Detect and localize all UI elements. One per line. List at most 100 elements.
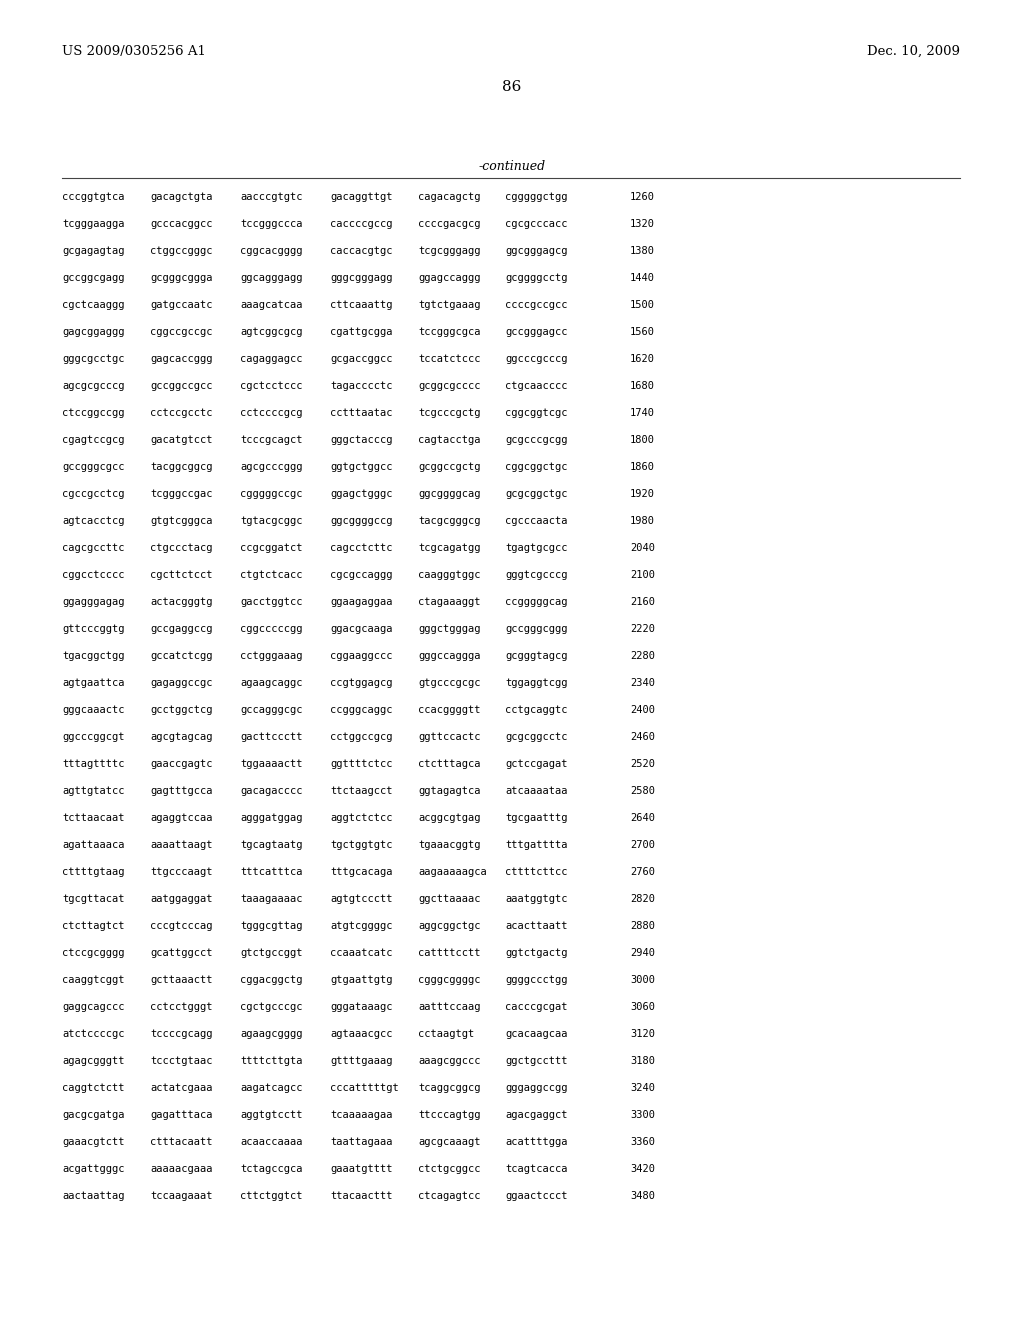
Text: gggcaaactc: gggcaaactc [62, 705, 125, 715]
Text: acaaccaaaa: acaaccaaaa [240, 1137, 302, 1147]
Text: tttgcacaga: tttgcacaga [330, 867, 392, 876]
Text: gacagacccc: gacagacccc [240, 785, 302, 796]
Text: tttgatttta: tttgatttta [505, 840, 567, 850]
Text: ggcggggccg: ggcggggccg [330, 516, 392, 525]
Text: gtgtcgggca: gtgtcgggca [150, 516, 213, 525]
Text: 3120: 3120 [630, 1030, 655, 1039]
Text: 2280: 2280 [630, 651, 655, 661]
Text: ctgcaacccc: ctgcaacccc [505, 381, 567, 391]
Text: aacccgtgtc: aacccgtgtc [240, 191, 302, 202]
Text: 3360: 3360 [630, 1137, 655, 1147]
Text: gacgcgatga: gacgcgatga [62, 1110, 125, 1119]
Text: tgacggctgg: tgacggctgg [62, 651, 125, 661]
Text: acggcgtgag: acggcgtgag [418, 813, 480, 822]
Text: gggctacccg: gggctacccg [330, 436, 392, 445]
Text: gcgggtagcg: gcgggtagcg [505, 651, 567, 661]
Text: ctctgcggcc: ctctgcggcc [418, 1164, 480, 1173]
Text: ggcagggagg: ggcagggagg [240, 273, 302, 282]
Text: cttctggtct: cttctggtct [240, 1191, 302, 1201]
Text: 2040: 2040 [630, 543, 655, 553]
Text: cgggcggggc: cgggcggggc [418, 975, 480, 985]
Text: tcgggaagga: tcgggaagga [62, 219, 125, 228]
Text: gtgaattgtg: gtgaattgtg [330, 975, 392, 985]
Text: 2880: 2880 [630, 921, 655, 931]
Text: caagggtggc: caagggtggc [418, 570, 480, 579]
Text: 3000: 3000 [630, 975, 655, 985]
Text: caccccgccg: caccccgccg [330, 219, 392, 228]
Text: Dec. 10, 2009: Dec. 10, 2009 [867, 45, 961, 58]
Text: gcttaaactt: gcttaaactt [150, 975, 213, 985]
Text: actatcgaaa: actatcgaaa [150, 1082, 213, 1093]
Text: cttcaaattg: cttcaaattg [330, 300, 392, 310]
Text: cctgcaggtc: cctgcaggtc [505, 705, 567, 715]
Text: tgcgaatttg: tgcgaatttg [505, 813, 567, 822]
Text: ggcccgcccg: ggcccgcccg [505, 354, 567, 364]
Text: gggcgggagg: gggcgggagg [330, 273, 392, 282]
Text: cggcctcccc: cggcctcccc [62, 570, 125, 579]
Text: 3240: 3240 [630, 1082, 655, 1093]
Text: 1800: 1800 [630, 436, 655, 445]
Text: ctccggccgg: ctccggccgg [62, 408, 125, 418]
Text: ctcttagtct: ctcttagtct [62, 921, 125, 931]
Text: aggtgtcctt: aggtgtcctt [240, 1110, 302, 1119]
Text: gatgccaatc: gatgccaatc [150, 300, 213, 310]
Text: ggggccctgg: ggggccctgg [505, 975, 567, 985]
Text: 2820: 2820 [630, 894, 655, 904]
Text: tcgggccgac: tcgggccgac [150, 488, 213, 499]
Text: gagaggccgc: gagaggccgc [150, 678, 213, 688]
Text: gccgaggccg: gccgaggccg [150, 624, 213, 634]
Text: cgcgcccacc: cgcgcccacc [505, 219, 567, 228]
Text: agaagcaggc: agaagcaggc [240, 678, 302, 688]
Text: tcgcagatgg: tcgcagatgg [418, 543, 480, 553]
Text: ctgtctcacc: ctgtctcacc [240, 570, 302, 579]
Text: gccggcgagg: gccggcgagg [62, 273, 125, 282]
Text: cgctcctccc: cgctcctccc [240, 381, 302, 391]
Text: agaagcgggg: agaagcgggg [240, 1030, 302, 1039]
Text: gagcggaggg: gagcggaggg [62, 327, 125, 337]
Text: gcggcgcccc: gcggcgcccc [418, 381, 480, 391]
Text: gttttgaaag: gttttgaaag [330, 1056, 392, 1067]
Text: ccccgccgcc: ccccgccgcc [505, 300, 567, 310]
Text: ggctgccttt: ggctgccttt [505, 1056, 567, 1067]
Text: gaggcagccc: gaggcagccc [62, 1002, 125, 1012]
Text: gagtttgcca: gagtttgcca [150, 785, 213, 796]
Text: gacctggtcc: gacctggtcc [240, 597, 302, 607]
Text: gcggccgctg: gcggccgctg [418, 462, 480, 473]
Text: cccatttttgt: cccatttttgt [330, 1082, 398, 1093]
Text: 2940: 2940 [630, 948, 655, 958]
Text: cagacagctg: cagacagctg [418, 191, 480, 202]
Text: tggaaaactt: tggaaaactt [240, 759, 302, 770]
Text: atgtcggggc: atgtcggggc [330, 921, 392, 931]
Text: tctagccgca: tctagccgca [240, 1164, 302, 1173]
Text: agtaaacgcc: agtaaacgcc [330, 1030, 392, 1039]
Text: ggcggggcag: ggcggggcag [418, 488, 480, 499]
Text: agacgaggct: agacgaggct [505, 1110, 567, 1119]
Text: ctcagagtcc: ctcagagtcc [418, 1191, 480, 1201]
Text: cagaggagcc: cagaggagcc [240, 354, 302, 364]
Text: tcgcccgctg: tcgcccgctg [418, 408, 480, 418]
Text: aatggaggat: aatggaggat [150, 894, 213, 904]
Text: ttctaagcct: ttctaagcct [330, 785, 392, 796]
Text: cctccgcctc: cctccgcctc [150, 408, 213, 418]
Text: ctttacaatt: ctttacaatt [150, 1137, 213, 1147]
Text: ggtagagtca: ggtagagtca [418, 785, 480, 796]
Text: 3480: 3480 [630, 1191, 655, 1201]
Text: gggtcgcccg: gggtcgcccg [505, 570, 567, 579]
Text: aagaaaaagca: aagaaaaagca [418, 867, 486, 876]
Text: gacagctgta: gacagctgta [150, 191, 213, 202]
Text: cctgggaaag: cctgggaaag [240, 651, 302, 661]
Text: aggcggctgc: aggcggctgc [418, 921, 480, 931]
Text: ccgtggagcg: ccgtggagcg [330, 678, 392, 688]
Text: cctggccgcg: cctggccgcg [330, 733, 392, 742]
Text: ggagggagag: ggagggagag [62, 597, 125, 607]
Text: taattagaaa: taattagaaa [330, 1137, 392, 1147]
Text: tttagttttc: tttagttttc [62, 759, 125, 770]
Text: cgctgcccgc: cgctgcccgc [240, 1002, 302, 1012]
Text: 1680: 1680 [630, 381, 655, 391]
Text: ccgggggcag: ccgggggcag [505, 597, 567, 607]
Text: gggaggccgg: gggaggccgg [505, 1082, 567, 1093]
Text: aatttccaag: aatttccaag [418, 1002, 480, 1012]
Text: gacatgtcct: gacatgtcct [150, 436, 213, 445]
Text: 3300: 3300 [630, 1110, 655, 1119]
Text: ggttccactc: ggttccactc [418, 733, 480, 742]
